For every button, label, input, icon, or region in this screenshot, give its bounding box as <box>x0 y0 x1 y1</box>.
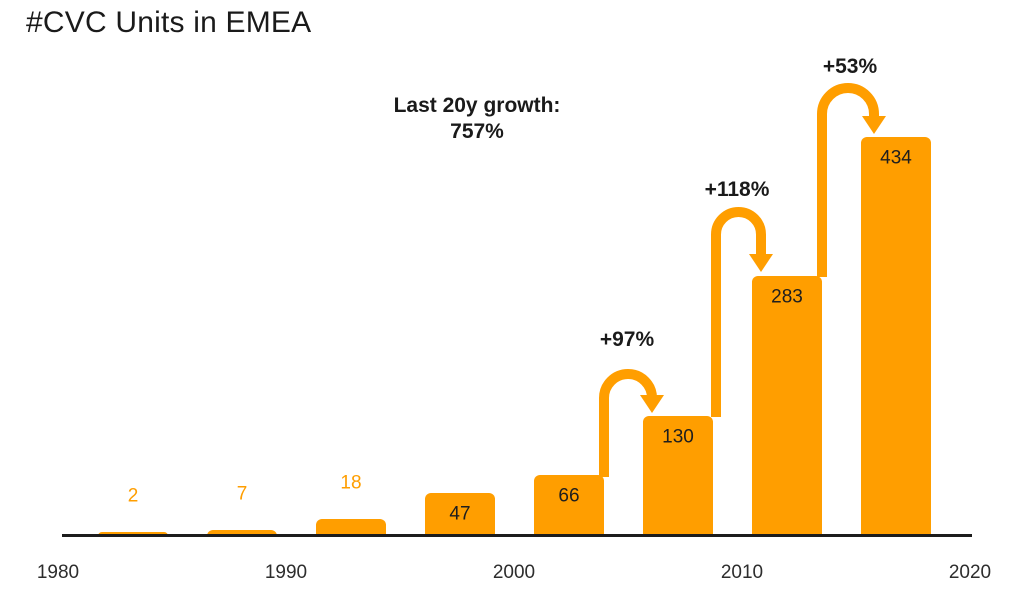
x-axis-tick-label: 1980 <box>36 562 80 583</box>
bar-value-label: 434 <box>880 147 912 169</box>
growth-percent-label: +97% <box>599 328 655 351</box>
x-axis-line <box>62 534 972 537</box>
growth-arrow-head <box>640 395 664 413</box>
bar <box>207 530 277 536</box>
growth-note-line1: Last 20y growth: <box>393 94 561 117</box>
x-axis-tick-label: 2020 <box>948 562 992 583</box>
x-axis-tick-label: 2000 <box>492 562 536 583</box>
growth-arrow-head <box>749 254 773 272</box>
growth-arrow-head <box>862 116 886 134</box>
growth-percent-label: +53% <box>822 55 878 78</box>
x-axis-tick-label: 2010 <box>720 562 764 583</box>
bar <box>861 137 931 536</box>
bar-value-label: 7 <box>236 483 248 505</box>
growth-note: Last 20y growth: 757% <box>394 93 561 145</box>
bar-value-label: 47 <box>449 503 471 525</box>
bar <box>425 493 495 536</box>
bar <box>316 519 386 536</box>
bar-value-label: 18 <box>340 472 362 494</box>
page-title: #CVC Units in EMEA <box>26 6 312 39</box>
bar-value-label: 66 <box>558 485 580 507</box>
bar-value-label: 283 <box>771 286 803 308</box>
bar-value-label: 2 <box>127 485 139 507</box>
bar-value-label: 130 <box>662 426 694 448</box>
growth-note-line2: 757% <box>450 120 504 143</box>
bar <box>534 475 604 536</box>
bar <box>752 276 822 536</box>
growth-percent-label: +118% <box>704 178 770 201</box>
x-axis-tick-label: 1990 <box>264 562 308 583</box>
